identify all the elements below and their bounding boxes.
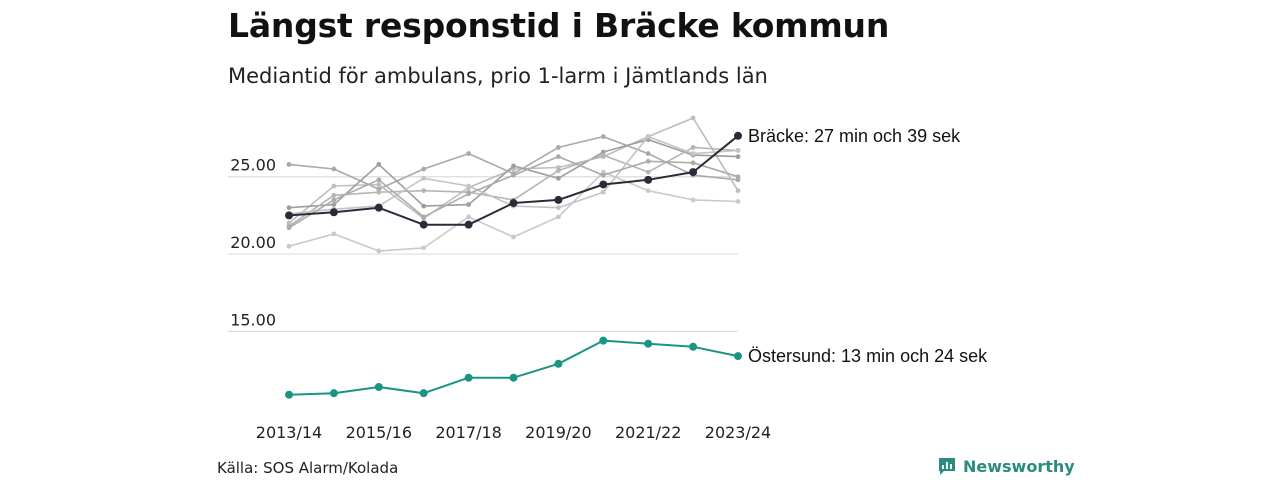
newsworthy-logo-icon [939,458,955,475]
highlight-point [419,220,428,229]
y-tick-label: 15.00 [230,310,276,329]
highlight-point [734,352,742,361]
series-point [645,188,651,194]
series-point [690,197,696,203]
y-tick-label: 25.00 [230,156,276,175]
series-point [421,166,427,172]
series-point [421,175,427,181]
source-note: Källa: SOS Alarm/Kolada [217,459,399,477]
highlight-point [554,195,563,204]
x-tick-label: 2023/24 [705,423,771,442]
series-point [376,248,382,254]
series-point [421,203,427,209]
series-point [600,189,606,195]
series-point [286,225,292,231]
series-point [556,205,561,211]
series-point [466,202,471,207]
brand-name: Newsworthy [963,456,1075,476]
series-point [376,189,382,195]
x-tick-label: 2013/14 [256,423,322,442]
series-point [466,183,471,189]
series-point [511,234,516,240]
highlight-point [509,373,518,382]
highlight-point [464,373,473,382]
series-point [556,175,561,181]
series-point [735,154,741,160]
x-tick-label: 2019/20 [525,423,591,442]
highlight-line [288,339,739,396]
series-point [735,188,741,194]
series-point [645,158,651,164]
series-point [645,151,651,156]
highlight-point [554,359,563,368]
series-point [466,214,471,220]
series-line [288,146,739,227]
series-point [466,151,471,156]
highlight-point [689,168,698,177]
series-point [600,134,606,139]
highlight-point [689,342,698,351]
series-point [466,191,471,197]
x-tick-label: 2021/22 [615,423,681,442]
series-point [376,182,382,187]
series-point [286,243,292,249]
series-point [286,161,292,167]
series-point [376,177,382,183]
series-point [331,202,337,207]
series-point [645,134,651,139]
highlight-point [644,175,653,184]
chart-subtitle: Mediantid för ambulans, prio 1-larm i Jä… [228,64,768,88]
series-point [645,169,651,175]
series-end-label: Östersund: 13 min och 24 sek [748,346,988,366]
series-point [286,205,292,211]
series-point [376,161,382,167]
series-point [690,151,696,156]
highlight-point [329,389,338,398]
series-point [511,163,516,169]
highlight-point [464,220,473,229]
highlight-point [734,131,742,140]
highlight-point [599,180,608,189]
chart-title: Längst responstid i Bräcke kommun [228,6,890,45]
series-point [331,192,337,198]
highlight-point [419,389,428,398]
series-point [556,214,561,220]
series-point [556,168,561,173]
series-point [690,144,696,150]
series-point [511,172,516,178]
series-point [735,148,741,153]
highlight-point [285,211,293,220]
series-point [556,144,561,150]
series-point [331,231,337,237]
y-tick-label: 20.00 [230,233,276,252]
highlight-line [288,135,739,226]
series-point [600,152,606,158]
series-point [421,214,427,220]
series-point [421,188,427,194]
highlight-point [599,336,608,345]
highlight-point [285,390,293,399]
series-point [421,245,427,251]
highlight-point [644,339,653,348]
series-point [690,115,696,121]
series-end-label: Bräcke: 27 min och 39 sek [748,126,961,146]
series-point [331,197,337,203]
series-point [600,172,606,178]
highlight-point [374,382,383,391]
series-point [735,199,741,204]
highlight-point [329,208,338,217]
series-point [331,183,337,189]
x-tick-label: 2017/18 [435,423,501,442]
highlight-point [374,203,383,212]
series-point [690,160,696,166]
highlight-point [509,199,518,208]
series-point [331,166,337,172]
series-point [735,174,741,180]
brand[interactable]: Newsworthy [937,456,1075,476]
series-point [556,154,561,160]
x-tick-label: 2015/16 [346,423,412,442]
